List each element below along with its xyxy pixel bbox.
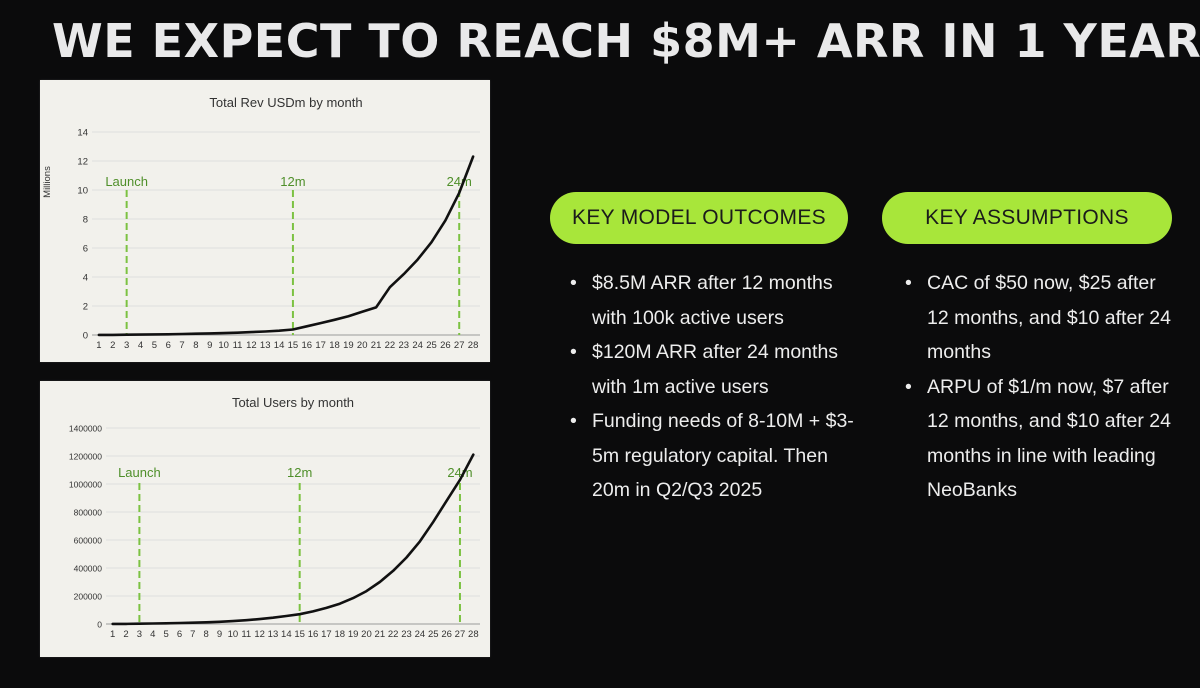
y-tick-label: 0 xyxy=(97,620,102,630)
outcome-item: Funding needs of 8-10M + $3-5m regulator… xyxy=(570,404,870,508)
x-tick-label: 25 xyxy=(428,629,439,640)
x-tick-label: 9 xyxy=(207,340,212,351)
x-tick-label: 7 xyxy=(179,340,184,351)
x-tick-label: 22 xyxy=(385,340,396,351)
milestone-label: Launch xyxy=(118,465,161,480)
y-tick-label: 0 xyxy=(83,331,88,342)
y-tick-label: 2 xyxy=(83,302,88,313)
x-tick-label: 13 xyxy=(260,340,271,351)
x-tick-label: 9 xyxy=(217,629,222,640)
x-tick-label: 4 xyxy=(150,629,155,640)
x-tick-label: 24 xyxy=(415,629,426,640)
y-tick-label: 6 xyxy=(83,244,88,255)
x-tick-label: 26 xyxy=(440,340,451,351)
x-tick-label: 21 xyxy=(371,340,382,351)
x-tick-label: 19 xyxy=(343,340,354,351)
x-tick-label: 14 xyxy=(274,340,285,351)
chart-title: Total Users by month xyxy=(232,395,354,410)
assumption-item: ARPU of $1/m now, $7 after 12 months, an… xyxy=(905,370,1177,508)
y-tick-label: 1000000 xyxy=(69,480,102,490)
y-axis-label: Millions xyxy=(42,166,53,198)
x-tick-label: 23 xyxy=(401,629,412,640)
x-tick-label: 10 xyxy=(228,629,239,640)
key-assumptions-heading: KEY ASSUMPTIONS xyxy=(925,206,1129,229)
users-chart: Total Users by month 0 200000 400000 600000 8… xyxy=(69,395,480,640)
x-tick-label: 6 xyxy=(166,340,171,351)
x-tick-label: 24 xyxy=(412,340,423,351)
x-tick-label: 27 xyxy=(455,629,466,640)
y-tick-label: 1400000 xyxy=(69,424,102,434)
y-tick-label: 1200000 xyxy=(69,452,102,462)
series-line xyxy=(111,453,475,626)
x-tick-label: 18 xyxy=(334,629,345,640)
milestone-label: 12m xyxy=(287,465,312,480)
milestone-label: Launch xyxy=(105,174,148,189)
x-tick-label: 12 xyxy=(254,629,265,640)
outcome-item: $8.5M ARR after 12 months with 100k acti… xyxy=(570,266,870,335)
y-tick-label: 400000 xyxy=(74,564,103,574)
x-tick-label: 11 xyxy=(241,629,251,640)
x-tick-label: 2 xyxy=(110,340,115,351)
x-tick-label: 16 xyxy=(308,629,319,640)
key-model-outcomes-pill: KEY MODEL OUTCOMES xyxy=(550,192,848,244)
x-tick-label: 22 xyxy=(388,629,399,640)
x-tick-label: 10 xyxy=(218,340,229,351)
x-tick-label: 3 xyxy=(137,629,142,640)
revenue-chart: Total Rev USDm by monthMillions024681012… xyxy=(42,95,480,351)
x-tick-label: 11 xyxy=(233,340,243,351)
x-tick-label: 3 xyxy=(124,340,129,351)
x-tick-label: 18 xyxy=(329,340,340,351)
x-tick-label: 17 xyxy=(315,340,326,351)
y-tick-label: 14 xyxy=(77,128,88,139)
series-line xyxy=(97,155,475,337)
milestone-label: 12m xyxy=(280,174,305,189)
x-tick-label: 1 xyxy=(110,629,115,640)
y-tick-label: 200000 xyxy=(74,592,103,602)
y-tick-label: 12 xyxy=(77,157,88,168)
key-assumptions-pill: KEY ASSUMPTIONS xyxy=(882,192,1172,244)
revenue-chart-card: Total Rev USDm by month Millions 0 2 4 6 8 10 12… xyxy=(40,80,490,362)
x-tick-label: 27 xyxy=(454,340,465,351)
x-tick-label: 15 xyxy=(294,629,305,640)
y-tick-label: 10 xyxy=(77,186,88,197)
x-tick-label: 15 xyxy=(288,340,299,351)
x-tick-label: 6 xyxy=(177,629,182,640)
x-tick-label: 8 xyxy=(204,629,209,640)
x-tick-label: 17 xyxy=(321,629,332,640)
outcomes-list: $8.5M ARR after 12 months with 100k acti… xyxy=(570,266,870,508)
key-model-outcomes-heading: KEY MODEL OUTCOMES xyxy=(572,206,826,229)
x-tick-label: 5 xyxy=(163,629,168,640)
assumption-item: CAC of $50 now, $25 after 12 months, and… xyxy=(905,266,1177,370)
y-tick-label: 8 xyxy=(83,215,88,226)
x-tick-label: 5 xyxy=(152,340,157,351)
x-tick-label: 4 xyxy=(138,340,143,351)
x-tick-label: 2 xyxy=(123,629,128,640)
assumptions-list: CAC of $50 now, $25 after 12 months, and… xyxy=(905,266,1177,508)
x-tick-label: 8 xyxy=(193,340,198,351)
x-tick-label: 16 xyxy=(301,340,312,351)
x-tick-label: 13 xyxy=(268,629,279,640)
x-tick-label: 26 xyxy=(441,629,452,640)
x-tick-label: 14 xyxy=(281,629,292,640)
x-tick-label: 7 xyxy=(190,629,195,640)
x-tick-label: 20 xyxy=(361,629,372,640)
x-tick-label: 19 xyxy=(348,629,359,640)
y-tick-label: 600000 xyxy=(74,536,103,546)
x-tick-label: 21 xyxy=(375,629,386,640)
users-chart-card: Total Users by month 0 200000 400000 600000 8… xyxy=(40,381,490,657)
chart-title: Total Rev USDm by month xyxy=(209,95,362,110)
slide-title: WE EXPECT TO REACH $8M+ ARR IN 1 YEAR xyxy=(52,14,1200,68)
x-tick-label: 12 xyxy=(246,340,257,351)
milestone-label: 24m xyxy=(447,174,472,189)
x-tick-label: 25 xyxy=(426,340,437,351)
x-tick-label: 28 xyxy=(468,340,479,351)
y-tick-label: 800000 xyxy=(74,508,103,518)
x-tick-label: 28 xyxy=(468,629,479,640)
outcome-item: $120M ARR after 24 months with 1m active… xyxy=(570,335,870,404)
x-tick-label: 20 xyxy=(357,340,368,351)
x-tick-label: 23 xyxy=(398,340,409,351)
x-tick-label: 1 xyxy=(96,340,101,351)
y-tick-label: 4 xyxy=(83,273,88,284)
